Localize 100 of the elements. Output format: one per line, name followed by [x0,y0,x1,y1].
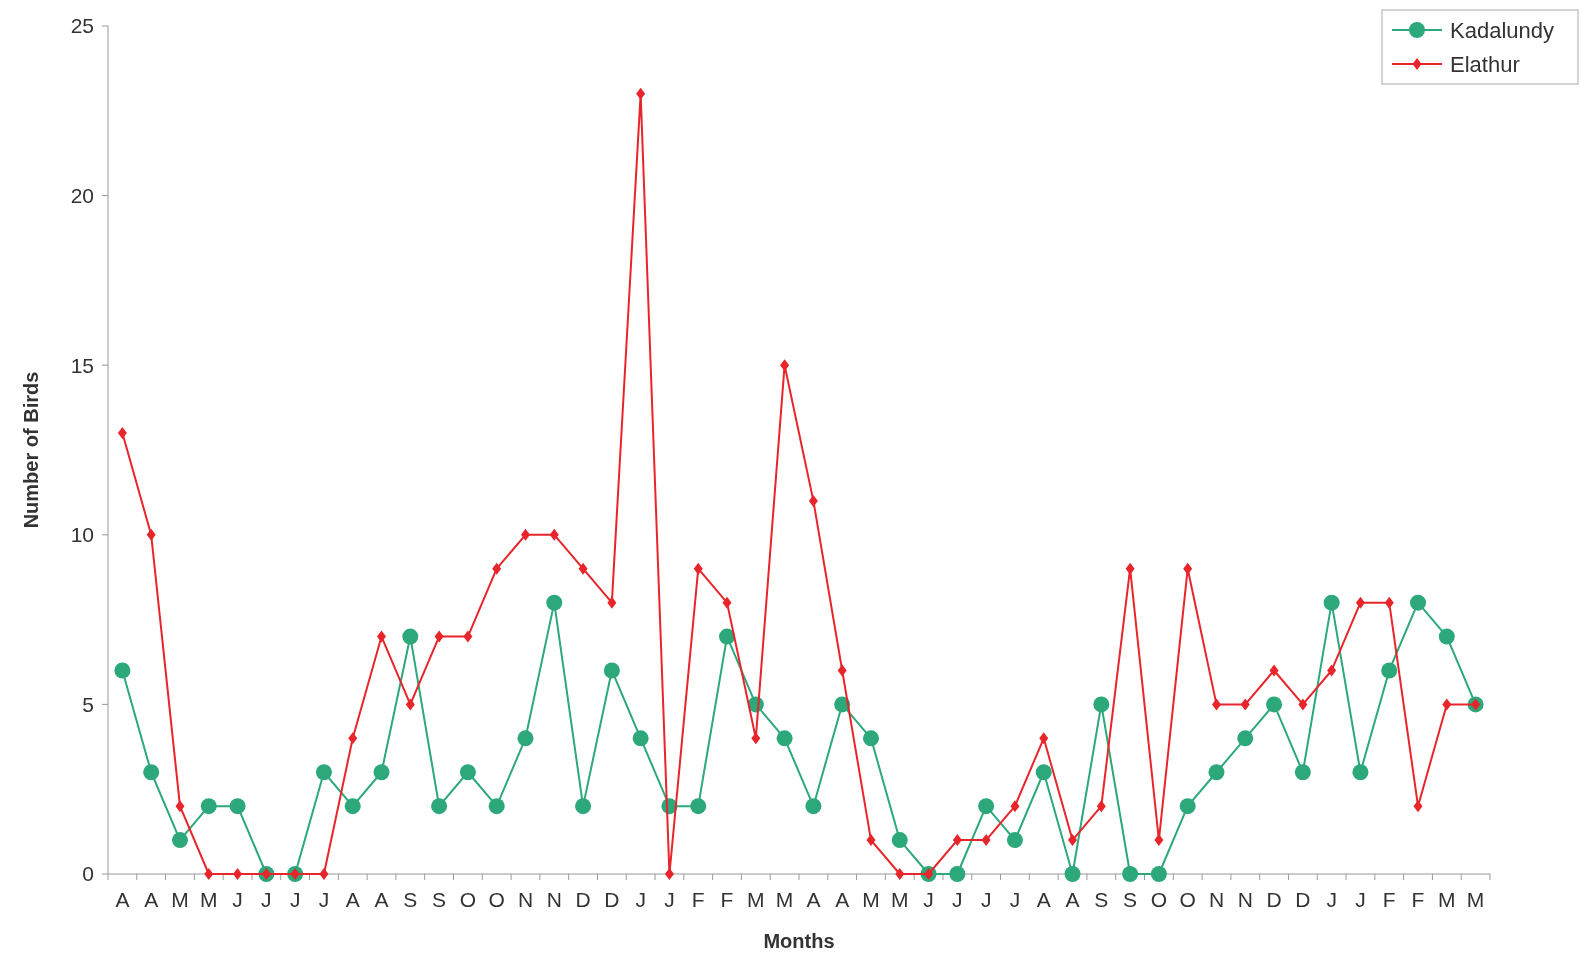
x-tick-label: J [1326,888,1337,911]
point [200,798,217,815]
point [949,866,966,882]
point [664,868,674,880]
x-tick-label: M [171,888,189,911]
x-tick-label: J [1355,888,1366,911]
point [405,698,415,711]
x-tick-label: J [980,888,992,911]
point [434,630,444,643]
point [1179,798,1196,815]
x-tick-label: M [775,888,794,911]
point [1294,764,1311,781]
x-tick-label: M [1438,888,1456,911]
x-tick-label: J [923,888,934,911]
point [1269,664,1279,677]
point [1266,696,1283,713]
point [520,528,530,541]
x-tick-label: A [806,888,821,911]
x-tick-label: F [1382,888,1396,911]
point [546,594,563,611]
point [1413,800,1423,813]
point [1381,662,1398,679]
x-tick-label: D [1295,888,1311,911]
x-tick-label: J [318,888,330,911]
x-tick-label: N [1208,888,1225,911]
x-tick-label: A [1036,888,1051,911]
x-tick-label: N [546,888,562,911]
point [808,494,818,507]
x-tick-label: J [635,888,646,911]
point [690,798,707,815]
x-tick-label: O [488,888,505,911]
point [1237,730,1254,747]
x-tick-label: D [1266,888,1282,911]
point [978,798,995,815]
x-tick-label: A [144,888,159,911]
x-tick-label: F [720,888,734,911]
point [204,868,214,880]
x-tick-label: A [345,888,360,911]
x-tick-label: J [1009,888,1021,911]
x-tick-label: S [1094,888,1109,911]
point [578,562,588,575]
x-tick-label: O [1179,888,1196,911]
point [1154,834,1164,847]
x-tick-label: J [232,888,243,911]
point [290,868,300,880]
x-tick-label: M [200,888,218,911]
point [517,730,534,747]
point [377,630,387,643]
point [344,798,361,815]
x-tick-label: N [1237,888,1253,911]
point [1064,866,1081,882]
x-tick-label: M [747,888,765,911]
point [776,730,793,747]
point [952,834,962,847]
point [1410,594,1427,611]
point [488,798,505,815]
point [1208,764,1225,781]
legend-label: Kadalundy [1450,17,1554,43]
point [1384,596,1394,609]
point [315,764,332,781]
point [175,800,185,813]
x-tick-label: A [115,888,130,911]
legend-label: Elathur [1450,51,1520,77]
point [607,596,617,609]
y-tick-label: 0 [82,862,94,886]
point [229,798,246,815]
point [1183,562,1193,575]
point [1438,628,1455,645]
x-tick-label: S [403,888,418,911]
point [463,630,473,643]
point [1323,594,1340,611]
x-tick-label: A [1065,888,1080,911]
point [1035,764,1052,781]
point [866,834,876,847]
y-tick-label: 10 [70,523,94,547]
point [1471,698,1481,711]
point [1068,834,1078,847]
x-tick-label: J [952,888,963,911]
x-tick-label: J [664,888,675,911]
point [1096,800,1106,813]
point [1006,832,1023,849]
x-tick-label: J [261,888,272,911]
point [1240,698,1250,711]
point [891,832,908,849]
point [1355,596,1365,609]
point [143,764,160,781]
x-tick-label: F [691,888,705,911]
point [373,764,390,781]
x-tick-label: A [835,888,850,911]
point [693,562,703,575]
point [837,664,847,677]
point [636,87,646,100]
point [459,764,476,781]
x-tick-label: M [891,888,909,911]
point [431,798,448,815]
x-tick-label: J [289,888,301,911]
point [575,798,592,815]
point [1327,664,1337,677]
point [722,596,732,609]
x-tick-label: D [604,888,620,911]
